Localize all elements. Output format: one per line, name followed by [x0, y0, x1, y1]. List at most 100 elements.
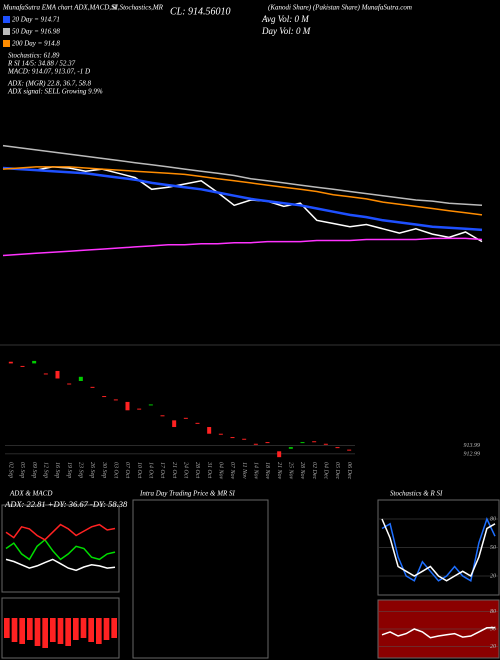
- bar: [19, 618, 25, 644]
- bar: [88, 618, 94, 642]
- x-tick-label: 28 Oct: [194, 462, 200, 478]
- candle: [172, 420, 177, 428]
- candle: [113, 399, 118, 401]
- candle: [8, 361, 13, 364]
- adx-info: ADX signal: SELL Growing 9.9%: [7, 88, 103, 96]
- panel: [1, 504, 120, 593]
- x-tick-label: 03 Oct: [112, 462, 118, 478]
- y-tick-label: 80: [490, 516, 496, 522]
- day-vol: Day Vol: 0 M: [261, 26, 311, 36]
- intraday-title: Intra Day Trading Price & MR SI: [139, 490, 236, 498]
- candle: [67, 383, 72, 385]
- legend-entry: 20 Day = 914.71: [12, 16, 60, 24]
- series-line: [2, 166, 483, 216]
- info: Stochastics: 61.89: [8, 52, 60, 60]
- bar: [4, 618, 10, 638]
- info: R SI 14/5: 34.88 / 52.37: [7, 60, 76, 68]
- series-line: [381, 626, 496, 639]
- x-tick-label: 26 Sep: [89, 462, 95, 478]
- bar: [27, 618, 33, 640]
- candle: [323, 443, 328, 445]
- info: MACD: 914.07, 913.07, -1 D: [7, 68, 90, 76]
- y-tick-label: 50: [490, 626, 496, 632]
- candle: [230, 437, 235, 439]
- x-tick-label: 25 Nov: [287, 462, 293, 480]
- x-tick-label: 21 Nov: [276, 462, 282, 480]
- y-tick-label: 20: [490, 644, 496, 650]
- x-tick-label: 02 Dec: [311, 462, 317, 479]
- x-tick-label: 24 Oct: [182, 462, 189, 478]
- series-line: [2, 237, 483, 257]
- series-line: [5, 523, 116, 541]
- avg-vol: Avg Vol: 0 M: [261, 14, 309, 24]
- legend-swatch: [3, 16, 10, 23]
- series-line: [5, 558, 116, 572]
- bar: [80, 618, 87, 638]
- candle: [335, 447, 340, 449]
- candle: [160, 415, 165, 417]
- candle: [253, 443, 258, 445]
- x-tick-label: 11 Nov: [241, 462, 247, 479]
- x-tick-label: 31 Oct: [206, 461, 212, 478]
- x-tick-label: 14 Nov: [252, 462, 259, 480]
- candle: [137, 408, 142, 410]
- candle: [148, 404, 153, 406]
- candle: [20, 365, 25, 367]
- series-line: [381, 518, 496, 582]
- candle: [102, 396, 107, 398]
- x-tick-label: 07 Nov: [229, 462, 235, 480]
- x-tick-label: 18 Nov: [264, 462, 270, 480]
- candle: [207, 427, 212, 434]
- y-tick-label: 912.99: [464, 451, 481, 457]
- candle: [125, 401, 130, 411]
- x-tick-label: 06 Dec: [346, 462, 352, 479]
- intraday-panel: [132, 499, 269, 659]
- legend-swatch: [3, 40, 10, 47]
- x-tick-label: 17 Oct: [159, 462, 165, 478]
- candle: [218, 433, 223, 435]
- candle: [78, 376, 83, 381]
- candle: [312, 441, 317, 443]
- y-tick-label: 913.99: [464, 443, 481, 449]
- candle: [32, 360, 37, 364]
- adx-info: ADX: (MGR) 22.8, 36.7, 58.8: [7, 80, 92, 88]
- bar: [65, 618, 71, 646]
- series-line: [2, 166, 483, 243]
- bar: [11, 618, 18, 642]
- source: (Kanodi Share) (Pakistan Share) MunafaSu…: [268, 4, 412, 12]
- y-tick-label: 80: [490, 609, 496, 615]
- series-line: [5, 538, 116, 561]
- x-tick-label: 05 Dec: [334, 462, 340, 479]
- candle: [43, 373, 48, 375]
- bar: [34, 618, 41, 646]
- candle: [55, 370, 60, 379]
- panel-title: Stochastics & R SI: [390, 490, 443, 498]
- candle: [183, 417, 188, 419]
- close: CL: 914.56010: [170, 6, 231, 17]
- x-tick-label: 04 Nov: [217, 462, 224, 480]
- bar: [103, 618, 110, 640]
- bar: [73, 618, 79, 640]
- candle: [195, 422, 200, 424]
- bar: [42, 618, 48, 648]
- panel-title: ADX & MACD: [9, 490, 52, 498]
- x-tick-label: 14 Oct: [147, 462, 154, 478]
- series-line: [2, 166, 483, 232]
- legend-swatch: [3, 28, 10, 35]
- x-tick-label: 21 Oct: [171, 462, 177, 478]
- candle: [277, 451, 282, 458]
- candle: [288, 447, 293, 449]
- x-tick-label: 10 Oct: [136, 462, 142, 478]
- bar: [50, 618, 56, 642]
- series-line: [381, 516, 496, 582]
- candle: [265, 442, 270, 444]
- x-tick-label: 19 Sep: [66, 462, 72, 478]
- x-tick-label: 07 Oct: [124, 462, 130, 478]
- y-tick-label: 20: [490, 573, 496, 579]
- x-tick-label: 09 Sep: [31, 462, 37, 478]
- y-tick-label: 50: [490, 545, 496, 551]
- top-left: MunafaSutra EMA chart ADX,MACD,SI: [2, 4, 118, 12]
- legend-entry: 200 Day = 914.8: [12, 40, 60, 48]
- x-tick-label: 02 Sep: [7, 462, 13, 478]
